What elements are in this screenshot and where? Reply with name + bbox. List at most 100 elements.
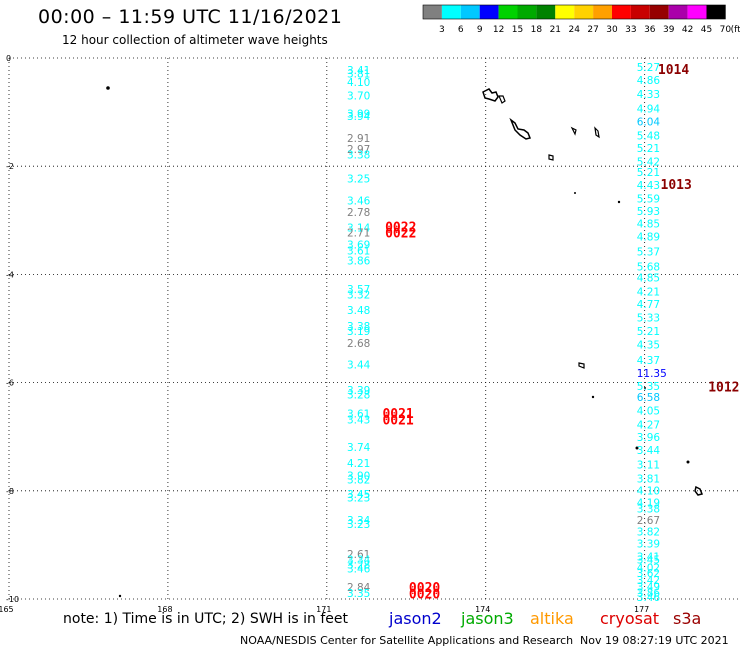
wave-height-label: 4.10	[637, 485, 660, 497]
wave-height-label: 5.48	[637, 130, 660, 142]
wave-height-label: 5.37	[637, 247, 660, 259]
wave-height-label: 3.42	[637, 575, 660, 587]
wave-height-label: 4.27	[637, 419, 660, 431]
satellite-legend-s3a: s3a	[673, 609, 702, 628]
wave-height-label: 2.97	[347, 144, 370, 156]
color-swatch	[630, 5, 650, 19]
satellite-legend-jason3: jason3	[461, 609, 514, 628]
axis-tick-labels: 165 168 171 174 177 0 -2 -4 -6 -8 -10	[0, 54, 649, 614]
wave-height-label: 3.32	[347, 289, 370, 301]
wave-height-label: 3.23	[347, 492, 370, 504]
wave-height-label: 4.86	[637, 75, 661, 87]
wave-height-values: 3.413.814.103.703.993.942.912.973.383.25…	[347, 62, 667, 604]
wave-height-label: 3.41	[637, 551, 660, 563]
island-shape	[498, 95, 506, 104]
wave-height-label: 3.44	[347, 360, 371, 372]
wave-height-label: 3.45	[347, 489, 370, 501]
wave-height-label: 4.43	[637, 180, 660, 192]
wave-height-label: 3.82	[347, 474, 370, 486]
island-dot	[644, 387, 646, 389]
wave-height-label: 5.21	[637, 143, 660, 155]
wave-height-label: 6.58	[637, 392, 660, 404]
pass-time-label: 1012	[708, 380, 739, 395]
wave-height-label: 4.85	[637, 219, 660, 231]
color-swatch	[668, 5, 688, 19]
color-scale-label: 24	[568, 25, 580, 35]
wave-height-label: 3.41	[347, 65, 370, 77]
wave-height-label: 4.94	[637, 103, 661, 115]
pass-time-label: 0020	[409, 588, 440, 603]
wave-height-label: 3.82	[637, 526, 660, 538]
wave-height-label: 4.10	[347, 77, 370, 89]
color-scale-label: 12	[493, 25, 504, 35]
color-scale-label: 9	[477, 25, 483, 35]
wave-height-label: 3.39	[637, 538, 660, 550]
color-swatch	[574, 5, 594, 19]
x-tick-label: 171	[316, 605, 331, 614]
wave-height-label: 3.25	[347, 174, 370, 186]
wave-height-label: 5.68	[637, 261, 660, 273]
color-swatch	[441, 5, 461, 19]
wave-height-label: 3.96	[637, 432, 661, 444]
wave-height-label: 2.78	[347, 207, 370, 219]
pass-time-label: 0022	[385, 220, 416, 235]
color-scale-label: 15	[512, 25, 523, 35]
wave-height-label: 3.48	[347, 305, 370, 317]
wave-height-label: 3.57	[347, 284, 370, 296]
wave-height-label: 5.35	[637, 381, 660, 393]
x-tick-label: 165	[0, 605, 14, 614]
wave-height-label: 4.05	[637, 406, 660, 418]
color-swatch	[687, 5, 707, 19]
pass-time-label: 1014	[658, 63, 689, 78]
wave-height-label: 5.33	[637, 313, 660, 325]
wave-height-label: 2.61	[347, 549, 370, 561]
wave-height-label: 3.69	[347, 240, 370, 252]
island-shape	[694, 485, 704, 496]
wave-height-label: 3.74	[347, 442, 371, 454]
wave-height-label: 3.46	[347, 195, 371, 207]
wave-height-label: 11.35	[637, 368, 667, 380]
island-shape	[578, 362, 585, 369]
y-tick-label: -2	[6, 162, 14, 171]
wave-height-label: 3.86	[347, 255, 371, 267]
wave-height-label: 3.43	[347, 414, 370, 426]
wave-height-label: 4.37	[637, 355, 660, 367]
island-shape	[548, 154, 554, 161]
wave-height-label: 2.71	[347, 228, 370, 240]
wave-height-label: 5.59	[637, 194, 660, 206]
wave-height-label: 3.49	[637, 582, 660, 594]
wave-height-label: 5.21	[637, 167, 660, 179]
x-tick-label: 174	[475, 605, 490, 614]
wave-height-label: 3.81	[637, 473, 660, 485]
island-shape	[509, 117, 532, 140]
island-dot	[635, 446, 639, 450]
chart-subtitle: 12 hour collection of altimeter wave hei…	[62, 33, 328, 47]
pass-time-label: 0021	[382, 407, 413, 422]
satellite-legend-jason2: jason2	[389, 609, 442, 628]
wave-height-label: 3.99	[347, 109, 370, 121]
color-swatch	[649, 5, 669, 19]
color-swatch	[612, 5, 631, 19]
wave-height-label: 3.35	[347, 588, 370, 600]
pass-time-label: 1013	[661, 178, 692, 193]
wave-height-label: 3.86	[637, 588, 661, 600]
wave-height-label: 2.84	[347, 582, 371, 594]
x-tick-label: 177	[634, 605, 649, 614]
color-scale-label: 18	[531, 25, 543, 35]
wave-height-label: 3.28	[347, 390, 370, 402]
color-scale-label: (ft)	[731, 25, 740, 35]
pass-time-label: 0022	[385, 227, 416, 242]
wave-height-label: 3.61	[347, 408, 370, 420]
island-dot	[591, 395, 595, 399]
color-swatch	[706, 5, 726, 19]
wave-height-label: 4.89	[637, 232, 660, 244]
color-scale-label: 33	[625, 25, 636, 35]
wave-height-label: 3.46	[637, 592, 661, 604]
wave-height-label: 3.81	[347, 69, 370, 81]
color-swatch	[479, 5, 499, 19]
wave-height-label: 3.44	[637, 445, 661, 457]
satellite-legend-altika: altika	[530, 609, 574, 628]
wave-height-label: 5.42	[637, 156, 660, 168]
